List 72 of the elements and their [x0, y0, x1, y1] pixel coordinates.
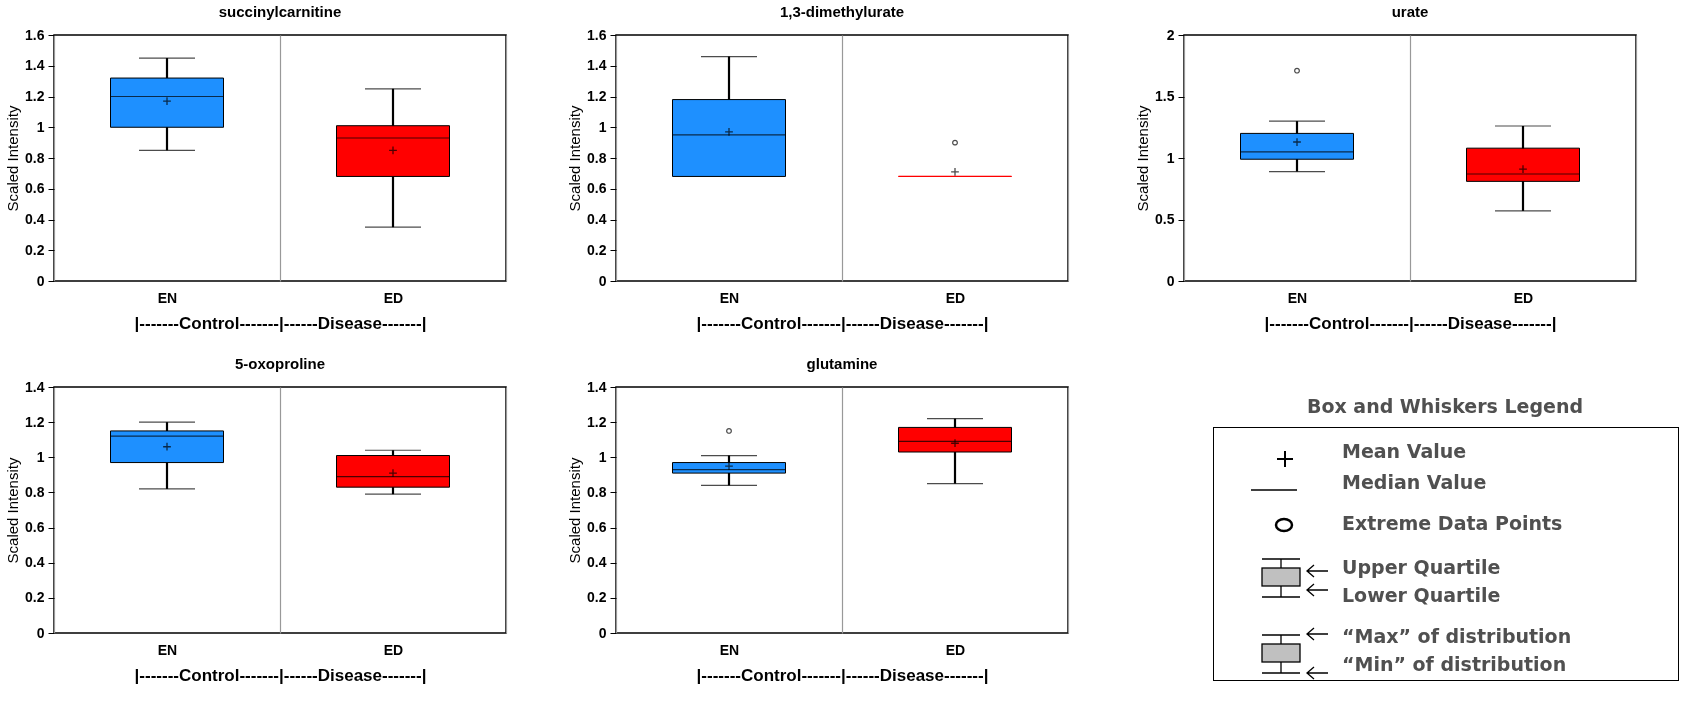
y-tick-label: 1.2: [25, 413, 45, 430]
y-tick-label: 1.2: [587, 413, 607, 430]
y-tick-label: 1: [598, 448, 607, 465]
y-tick-label: 0.8: [25, 149, 45, 166]
y-tick-label: 1.6: [25, 26, 45, 43]
y-tick-label: 1.2: [25, 88, 45, 104]
x-axis-title: |-------Control-------|------Disease-------|: [134, 313, 427, 333]
text: Extreme Data Points: [1342, 512, 1563, 534]
y-tick-label: 2: [1166, 26, 1175, 43]
y-axis-title: Scaled Intensity: [4, 457, 22, 564]
y-tick-label: 1: [36, 118, 45, 135]
y-tick-label: 0.4: [587, 554, 607, 571]
x-tick-label: EN: [157, 289, 178, 306]
x-tick-label: EN: [719, 289, 740, 306]
x-tick-label: ED: [383, 641, 404, 658]
y-tick-label: 0.6: [25, 519, 45, 536]
y-tick-label: 0.2: [25, 589, 45, 606]
y-tick-label: 0.2: [587, 589, 607, 606]
y-tick-label: 0.8: [25, 483, 45, 500]
y-tick-label: 1: [598, 118, 607, 135]
chart-title: 1,3-dimethylurate: [779, 3, 905, 20]
y-tick-label: 0.4: [587, 211, 607, 227]
y-axis-title: Scaled Intensity: [4, 105, 22, 212]
chart-title: succinylcarnitine: [218, 3, 342, 20]
y-tick-label: 1.2: [587, 88, 607, 104]
y-tick-label: 1: [1166, 149, 1175, 166]
x-tick-label: ED: [945, 641, 966, 658]
y-tick-label: 1: [36, 448, 45, 465]
x-axis-title: |-------Control-------|------Disease-------|: [696, 665, 989, 685]
y-tick-label: 0.6: [587, 519, 607, 536]
y-tick-label: 0: [598, 272, 607, 289]
y-tick-label: 0.6: [587, 180, 607, 197]
y-tick-label: 0.2: [587, 241, 607, 258]
x-tick-label: EN: [157, 641, 178, 658]
text: “Min” of distribution: [1342, 653, 1567, 675]
x-tick-label: ED: [945, 289, 966, 306]
y-tick-label: 1.4: [587, 57, 607, 74]
y-tick-label: 0.8: [587, 149, 607, 166]
y-tick-label: 1.5: [1155, 88, 1175, 104]
y-axis-title: Scaled Intensity: [566, 105, 584, 212]
y-tick-label: 0.6: [25, 180, 45, 197]
y-tick-label: 1.4: [25, 57, 45, 74]
y-tick-label: 1.4: [25, 378, 45, 395]
chart-title: glutamine: [806, 355, 878, 372]
y-axis-title: Scaled Intensity: [1134, 105, 1152, 212]
y-tick-label: 1.4: [587, 378, 607, 395]
x-tick-label: ED: [1513, 289, 1534, 306]
text: Lower Quartile: [1342, 584, 1501, 606]
y-tick-label: 0.8: [587, 483, 607, 500]
x-tick-label: EN: [719, 641, 740, 658]
y-tick-label: 0.4: [25, 554, 45, 571]
text: Upper Quartile: [1342, 556, 1501, 578]
text: Median Value: [1342, 471, 1487, 493]
x-tick-label: EN: [1287, 289, 1308, 306]
y-axis-title: Scaled Intensity: [566, 457, 584, 564]
text: “Max” of distribution: [1342, 625, 1572, 647]
y-tick-label: 0: [36, 624, 45, 641]
chart-title: 5-oxoproline: [234, 355, 326, 372]
y-tick-label: 0.4: [25, 211, 45, 227]
y-tick-label: 0: [1166, 272, 1175, 289]
text: Mean Value: [1342, 440, 1467, 462]
x-axis-title: |-------Control-------|------Disease-------|: [134, 665, 427, 685]
text: Box and Whiskers Legend: [1305, 395, 1585, 417]
y-tick-label: 1.6: [587, 26, 607, 43]
y-tick-label: 0.5: [1155, 211, 1175, 227]
y-tick-label: 0: [36, 272, 45, 289]
x-axis-title: |-------Control-------|------Disease-------|: [696, 313, 989, 333]
x-axis-title: |-------Control-------|------Disease-------|: [1264, 313, 1557, 333]
y-tick-label: 0: [598, 624, 607, 641]
x-tick-label: ED: [383, 289, 404, 306]
y-tick-label: 0.2: [25, 241, 45, 258]
chart-title: urate: [1391, 3, 1429, 20]
